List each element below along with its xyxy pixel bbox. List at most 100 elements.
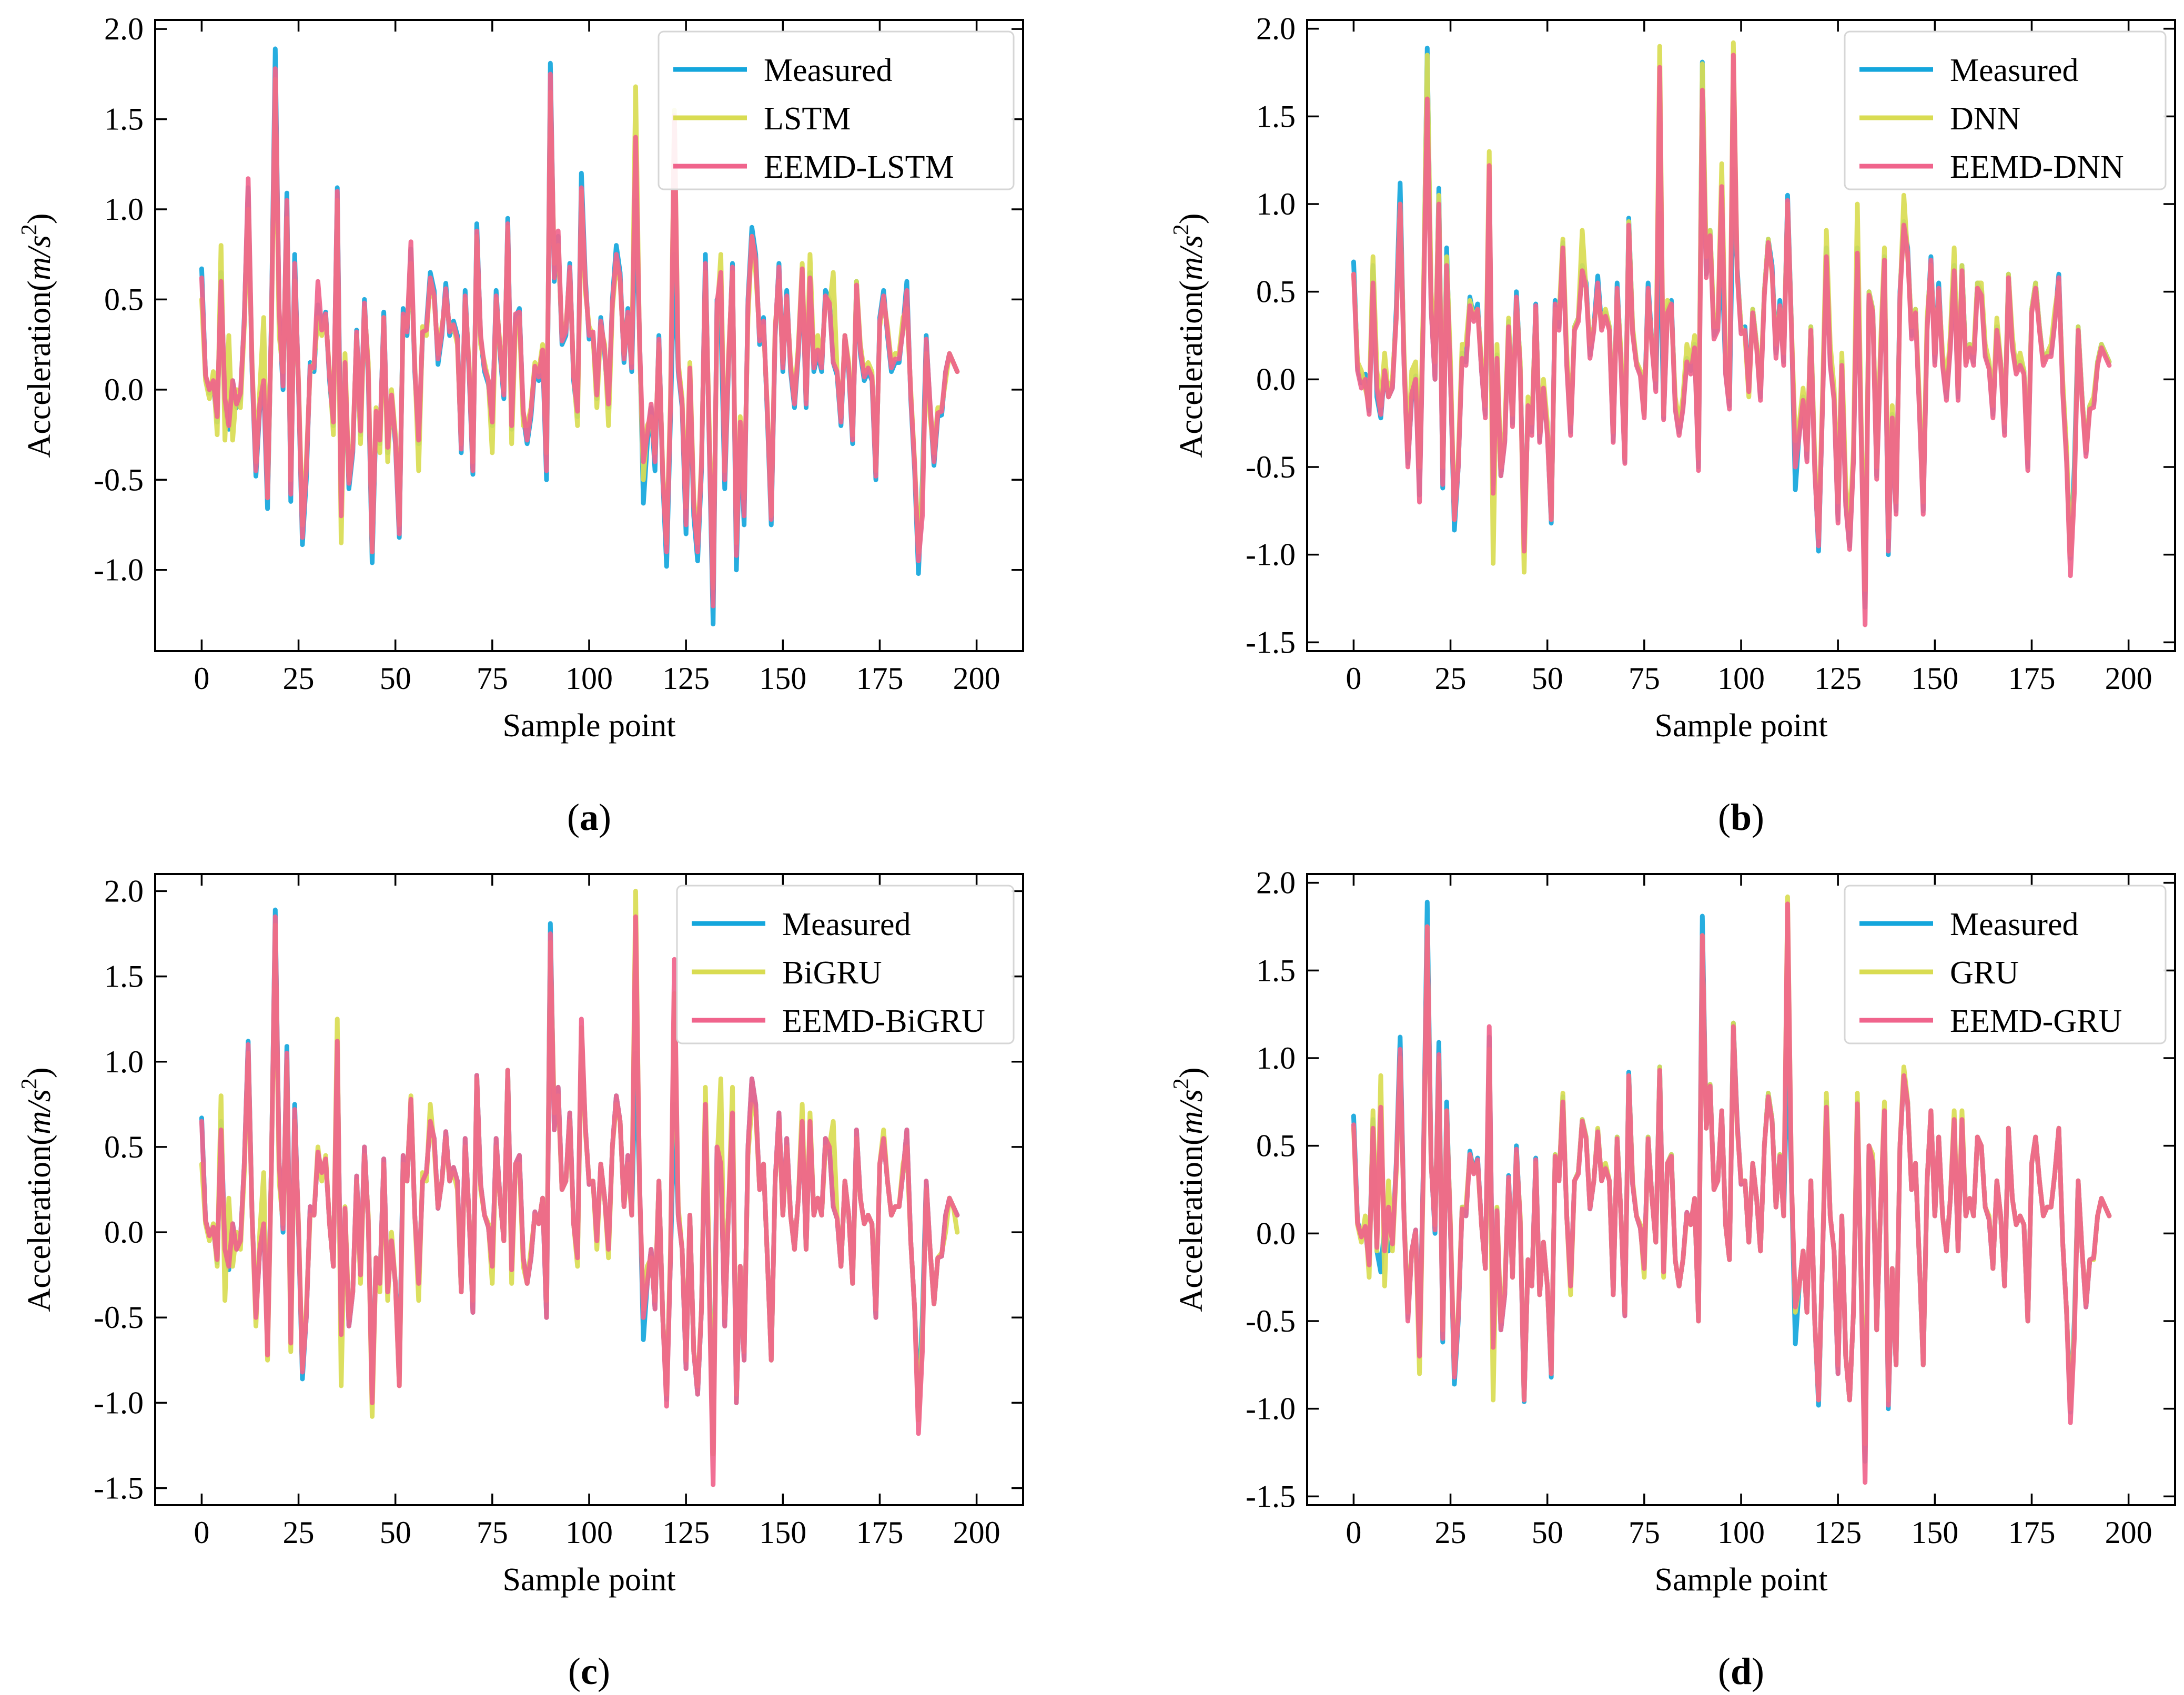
x-axis-label-a: Sample point [503, 708, 676, 744]
y-tick-label-c-1: -1.0 [94, 1385, 144, 1420]
y-axis-label-close-c: ) [22, 1067, 57, 1078]
y-tick-label-c-3: 0.0 [104, 1215, 144, 1250]
x-tick-label-d-1: 25 [1435, 1515, 1467, 1550]
x-tick-label-d-0: 0 [1346, 1515, 1361, 1550]
y-tick-label-c-5: 1.0 [104, 1044, 144, 1079]
plot-lines-c [199, 888, 960, 1487]
y-tick-label-d-4: 0.5 [1256, 1129, 1296, 1163]
y-axis-label-c: Acceleration(m/s2) [17, 1067, 57, 1312]
y-tick-label-c-2: -0.5 [94, 1300, 144, 1335]
x-tick-label-b-2: 50 [1532, 661, 1563, 696]
x-tick-label-b-0: 0 [1346, 661, 1361, 696]
y-tick-label-d-2: -0.5 [1246, 1304, 1296, 1338]
legend-d: Measured GRU EEMD-GRU [1844, 885, 2167, 1044]
legend-label-measured-a: Measured [764, 53, 892, 88]
y-tick-label-c-7: 2.0 [104, 874, 144, 908]
caption-open-c: ( [568, 1650, 581, 1692]
caption-letter-a: a [580, 796, 599, 838]
caption-letter-d: d [1731, 1650, 1752, 1692]
x-tick-label-a-2: 50 [380, 661, 411, 696]
series-line-eemd-d [1351, 901, 2112, 1485]
caption-open-d: ( [1718, 1650, 1731, 1692]
x-tick-label-d-6: 150 [1911, 1515, 1958, 1550]
panel-caption-c: (c) [568, 1650, 610, 1692]
x-tick-label-d-3: 75 [1629, 1515, 1660, 1550]
legend-label-model-c: BiGRU [782, 955, 882, 991]
legend-label-measured-d: Measured [1950, 907, 2078, 942]
x-tick-label-a-4: 100 [565, 661, 613, 696]
x-tick-label-c-4: 100 [565, 1515, 613, 1550]
y-axis-label-text-c: Acceleration( [22, 1134, 57, 1312]
y-axis-label-text-b: Acceleration( [1174, 280, 1209, 458]
chart-panel-d: 0 25 50 75 100 125 150 175 200 -1.5 -1.0 -0.5 0.0 0.5… [1169, 866, 2176, 1692]
y-axis-label-a: Acceleration(m/s2) [17, 213, 57, 458]
x-tick-label-d-7: 175 [2008, 1515, 2055, 1550]
panel-caption-d: (d) [1718, 1650, 1764, 1692]
x-tick-label-b-5: 125 [1814, 661, 1862, 696]
x-tick-label-c-5: 125 [662, 1515, 710, 1550]
y-axis-label-unit-a: m/s [22, 235, 57, 280]
x-tick-label-a-7: 175 [856, 661, 903, 696]
caption-close-a: ) [599, 796, 611, 838]
y-tick-label-b-0: -1.5 [1246, 625, 1296, 659]
legend-label-model-b: DNN [1950, 101, 2020, 137]
x-tick-label-d-2: 50 [1532, 1515, 1563, 1550]
y-tick-label-a-6: 2.0 [104, 12, 144, 46]
y-tick-label-c-6: 1.5 [104, 959, 144, 994]
x-tick-label-b-7: 175 [2008, 661, 2055, 696]
x-tick-label-a-0: 0 [194, 661, 209, 696]
y-tick-label-d-7: 2.0 [1256, 866, 1296, 900]
plot-lines-d [1351, 894, 2112, 1485]
x-tick-label-d-4: 100 [1717, 1515, 1765, 1550]
caption-close-c: ) [598, 1650, 610, 1692]
caption-letter-b: b [1731, 796, 1752, 838]
x-axis-label-b: Sample point [1655, 708, 1828, 744]
legend-box-a [658, 31, 1015, 190]
y-tick-label-d-5: 1.0 [1256, 1041, 1296, 1075]
legend-label-eemd-b: EEMD-DNN [1950, 149, 2124, 185]
plot-lines-b [1351, 40, 2112, 627]
legend-label-model-d: GRU [1950, 955, 2019, 991]
y-tick-label-a-5: 1.5 [104, 102, 144, 137]
y-axis-label-power-a: 2 [17, 224, 42, 235]
x-tick-label-c-7: 175 [856, 1515, 903, 1550]
x-tick-label-b-3: 75 [1629, 661, 1660, 696]
y-tick-label-b-5: 1.0 [1256, 187, 1296, 221]
chart-panel-a: 0 25 50 75 100 125 150 175 200 -1.0 -0.5 0.0 0.5 1.0 1… [17, 12, 1024, 838]
x-tick-label-b-1: 25 [1435, 661, 1467, 696]
y-axis-label-d: Acceleration(m/s2) [1169, 1067, 1209, 1312]
y-tick-label-a-4: 1.0 [104, 192, 144, 227]
x-tick-label-b-4: 100 [1717, 661, 1765, 696]
series-line-eemd-c [199, 914, 960, 1487]
y-tick-label-b-1: -1.0 [1246, 537, 1296, 572]
y-tick-label-a-2: 0.0 [104, 372, 144, 407]
caption-close-d: ) [1752, 1650, 1764, 1692]
x-tick-label-a-6: 150 [759, 661, 806, 696]
x-tick-label-c-3: 75 [477, 1515, 508, 1550]
x-tick-label-a-3: 75 [477, 661, 508, 696]
axis-ticks-c: 0 25 50 75 100 125 150 175 200 -1.5 -1.0 -0.5 0.0 0.5… [94, 874, 1023, 1550]
legend-label-measured-c: Measured [782, 907, 911, 942]
x-tick-label-d-8: 200 [2105, 1515, 2152, 1550]
x-tick-label-a-8: 200 [953, 661, 1000, 696]
y-tick-label-b-4: 0.5 [1256, 275, 1296, 309]
y-axis-label-power-c: 2 [17, 1078, 42, 1089]
y-tick-label-a-3: 0.5 [104, 282, 144, 317]
legend-b: Measured DNN EEMD-DNN [1844, 31, 2167, 190]
y-tick-label-d-6: 1.5 [1256, 953, 1296, 988]
x-axis-label-d: Sample point [1655, 1562, 1828, 1598]
legend-label-eemd-d: EEMD-GRU [1950, 1003, 2122, 1039]
legend-label-eemd-a: EEMD-LSTM [764, 149, 954, 185]
y-axis-label-text-d: Acceleration( [1174, 1134, 1209, 1312]
y-tick-label-b-6: 1.5 [1256, 99, 1296, 134]
y-tick-label-b-3: 0.0 [1256, 362, 1296, 397]
axis-ticks-b: 0 25 50 75 100 125 150 175 200 -1.5 -1.0 -0.5 0.0 0.5… [1246, 12, 2175, 696]
y-axis-label-power-b: 2 [1169, 224, 1194, 235]
y-axis-label-text-a: Acceleration( [22, 280, 57, 458]
y-tick-label-a-1: -0.5 [94, 462, 144, 497]
plot-lines-a [199, 46, 960, 627]
y-tick-label-b-7: 2.0 [1256, 12, 1296, 46]
y-tick-label-c-0: -1.5 [94, 1471, 144, 1506]
x-tick-label-c-1: 25 [283, 1515, 315, 1550]
x-axis-label-c: Sample point [503, 1562, 676, 1598]
